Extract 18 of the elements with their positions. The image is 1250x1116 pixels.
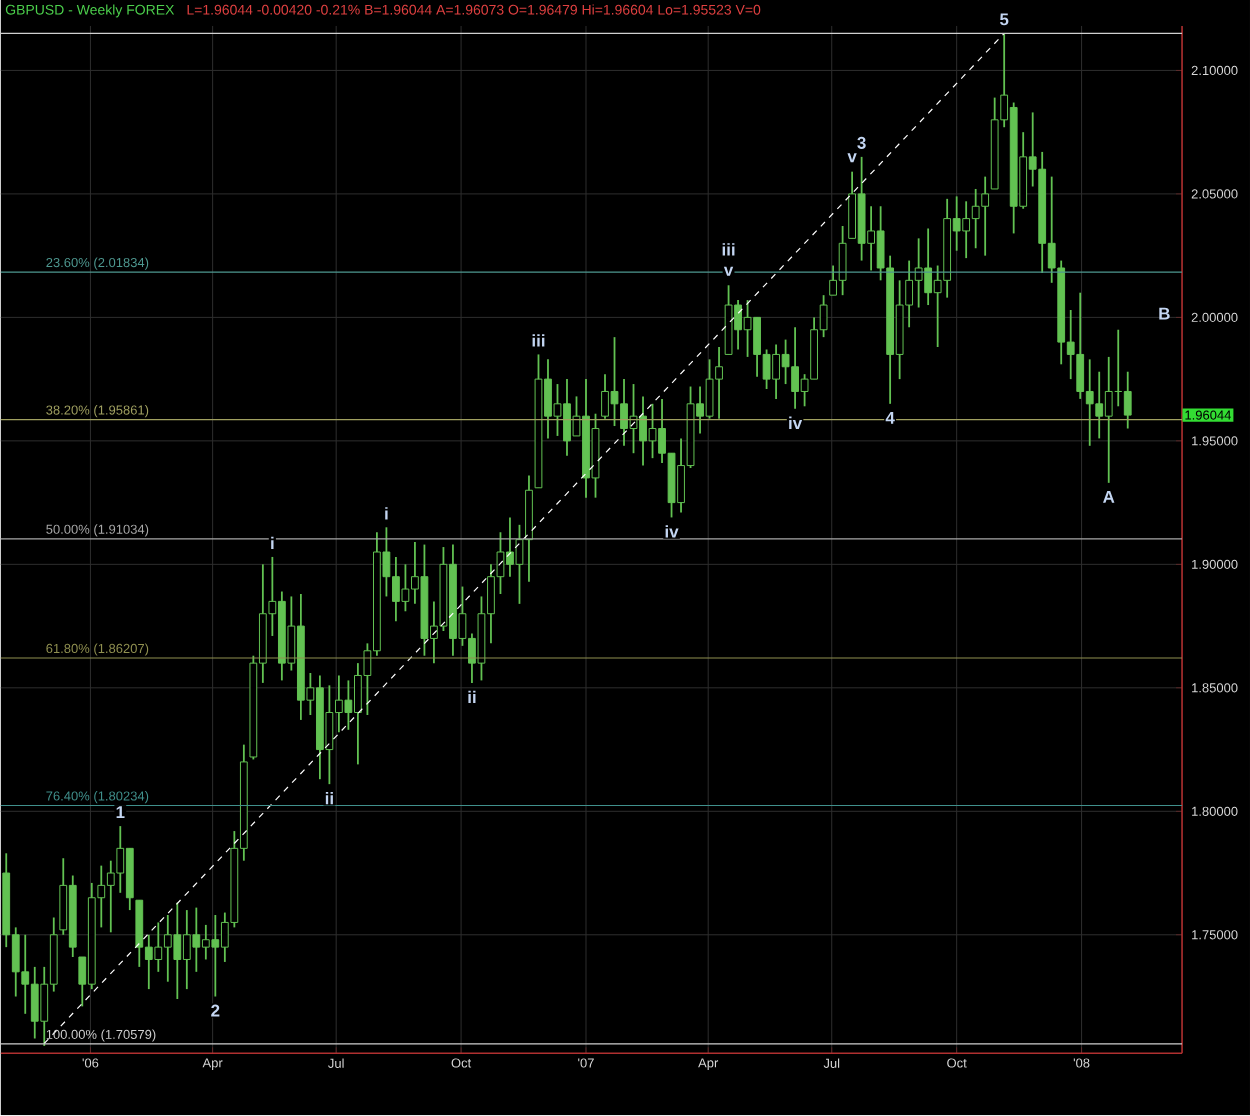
annotation: ii: [468, 691, 476, 704]
annotation: iv: [665, 525, 679, 538]
annotation: 4: [885, 412, 895, 424]
annotation: 2: [211, 1004, 220, 1017]
annotation: iii: [532, 334, 545, 347]
annotation: B: [1159, 308, 1170, 320]
annotation: ii: [325, 792, 333, 805]
candlestick: [1123, 371, 1132, 430]
annotation: v: [723, 267, 734, 277]
annotation: v: [847, 153, 857, 163]
annotation: i: [271, 537, 274, 550]
annotation: iii: [722, 243, 735, 256]
annotation: iv: [789, 416, 803, 430]
annotation: 1: [116, 806, 125, 819]
annotation: 5: [999, 13, 1009, 26]
annotation: 3: [857, 137, 866, 150]
annotation: A: [1103, 491, 1115, 504]
annotation: i: [385, 507, 388, 520]
